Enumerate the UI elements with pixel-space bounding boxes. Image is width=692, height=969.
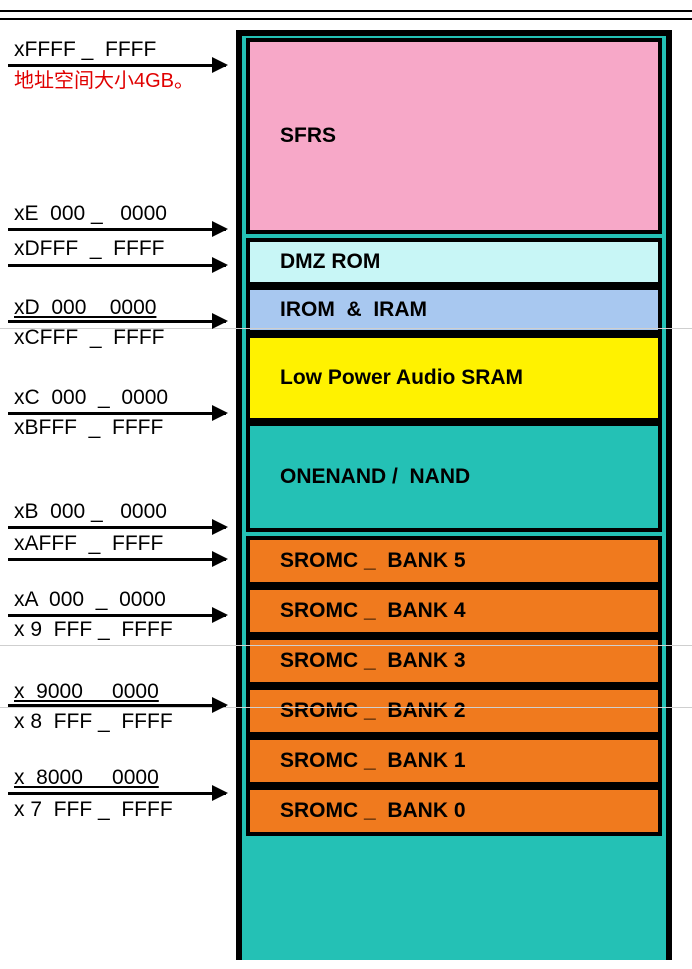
- block-label-bank0: SROMC _ BANK 0: [250, 799, 466, 823]
- block-bank3: SROMC _ BANK 3: [246, 636, 662, 686]
- block-onenand: ONENAND / NAND: [246, 422, 662, 532]
- block-lpsram: Low Power Audio SRAM: [246, 334, 662, 422]
- block-bank0: SROMC _ BANK 0: [246, 786, 662, 836]
- block-label-lpsram: Low Power Audio SRAM: [250, 366, 523, 390]
- arrow-5: [8, 526, 226, 529]
- addr-xdfff: xDFFF _ FFFF: [14, 237, 164, 261]
- arrow-3: [8, 320, 226, 323]
- arrow-2: [8, 264, 226, 267]
- top-rule-2: [0, 18, 692, 20]
- arrow-7: [8, 614, 226, 617]
- block-label-bank3: SROMC _ BANK 3: [250, 649, 466, 673]
- block-label-dmzrom: DMZ ROM: [250, 250, 380, 274]
- block-label-sfrs: SFRS: [250, 124, 336, 148]
- block-bank4: SROMC _ BANK 4: [246, 586, 662, 636]
- addr-xe000: xE 000 _ 0000: [14, 202, 167, 226]
- addr-xc000: xC 000 _ 0000: [14, 386, 168, 410]
- top-rule-1: [0, 10, 692, 12]
- guide-line-2: [0, 707, 692, 708]
- block-bank1: SROMC _ BANK 1: [246, 736, 662, 786]
- arrow-4: [8, 412, 226, 415]
- block-label-onenand: ONENAND / NAND: [250, 465, 470, 489]
- arrow-6: [8, 558, 226, 561]
- addr-note-red: 地址空间大小4GB。: [14, 64, 194, 93]
- addr-x9000: x 9000 0000: [14, 680, 159, 704]
- arrow-8: [8, 704, 226, 707]
- block-label-bank2: SROMC _ BANK 2: [250, 699, 466, 723]
- block-label-bank1: SROMC _ BANK 1: [250, 749, 466, 773]
- addr-xcfff: xCFFF _ FFFF: [14, 326, 164, 350]
- addr-xbfff: xBFFF _ FFFF: [14, 416, 163, 440]
- block-bank5: SROMC _ BANK 5: [246, 536, 662, 586]
- addr-xa000: xA 000 _ 0000: [14, 588, 166, 612]
- block-label-bank4: SROMC _ BANK 4: [250, 599, 466, 623]
- addr-x9fff: x 9 FFF _ FFFF: [14, 618, 173, 642]
- addr-xafff: xAFFF _ FFFF: [14, 532, 163, 556]
- block-dmzrom: DMZ ROM: [246, 238, 662, 286]
- addr-xb000: xB 000 _ 0000: [14, 500, 167, 524]
- arrow-9: [8, 792, 226, 795]
- arrow-0: [8, 64, 226, 67]
- addr-x8000: x 8000 0000: [14, 766, 159, 790]
- block-label-bank5: SROMC _ BANK 5: [250, 549, 466, 573]
- block-bank2: SROMC _ BANK 2: [246, 686, 662, 736]
- diagram-container: SFRS DMZ ROM IROM & IRAM Low Power Audio SR…: [0, 0, 692, 969]
- addr-xd000: xD 000 0000: [14, 296, 156, 320]
- memory-map: SFRS DMZ ROM IROM & IRAM Low Power Audio SR…: [236, 30, 672, 960]
- block-sfrs: SFRS: [246, 38, 662, 234]
- guide-line-1: [0, 645, 692, 646]
- addr-x8fff: x 8 FFF _ FFFF: [14, 710, 173, 734]
- addr-xffff: xFFFF _ FFFF: [14, 38, 156, 62]
- block-label-irom: IROM & IRAM: [250, 298, 427, 322]
- addr-x7fff: x 7 FFF _ FFFF: [14, 798, 173, 822]
- block-irom: IROM & IRAM: [246, 286, 662, 334]
- arrow-1: [8, 228, 226, 231]
